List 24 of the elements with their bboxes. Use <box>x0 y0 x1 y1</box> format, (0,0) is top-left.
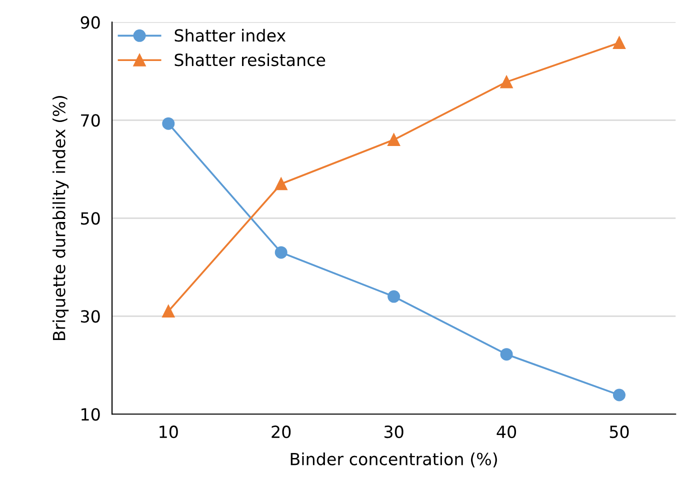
x-tick-label: 40 <box>496 426 516 438</box>
y-tick-label: 90 <box>80 16 100 29</box>
y-tick-label: 30 <box>80 310 100 323</box>
x-axis-title: Binder concentration (%) <box>290 452 497 468</box>
x-tick-label: 50 <box>610 426 629 438</box>
point <box>388 290 400 303</box>
point <box>613 388 626 402</box>
x-tick-label: 20 <box>272 426 291 438</box>
x-tick-label: 10 <box>160 426 178 438</box>
x-tick-label: 30 <box>384 426 404 438</box>
point <box>613 36 626 50</box>
legend-label: Shatter resistance <box>174 53 326 66</box>
y-tick-label: 50 <box>81 212 100 225</box>
y-axis-title: Briquette durability index (%) <box>52 96 69 340</box>
point <box>500 348 513 361</box>
y-tick-label: 10 <box>82 408 100 421</box>
point <box>162 117 175 130</box>
point <box>274 246 288 259</box>
point <box>162 304 175 318</box>
legend-label: Shatter index <box>174 28 286 42</box>
y-tick-label: 70 <box>81 114 100 127</box>
point <box>274 178 288 190</box>
point <box>388 134 400 146</box>
point <box>500 76 513 88</box>
